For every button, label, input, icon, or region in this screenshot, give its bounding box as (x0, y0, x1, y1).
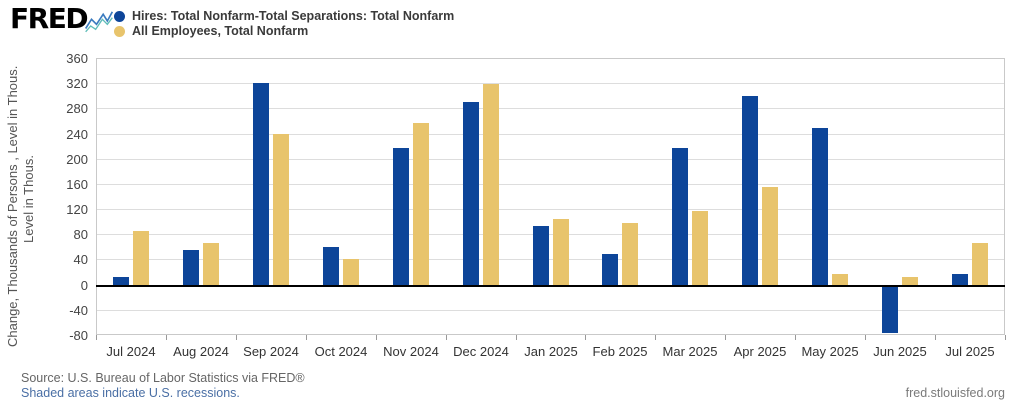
bar-hires-minus-separations[interactable] (882, 285, 898, 333)
x-axis-label: Sep 2024 (243, 344, 299, 359)
y-axis-tick-label: 360 (66, 51, 88, 66)
bar-hires-minus-separations[interactable] (253, 83, 269, 285)
x-axis-tick (236, 335, 237, 340)
y-axis-tick-label: 200 (66, 152, 88, 167)
gridline (97, 134, 1004, 135)
fred-sparkline-icon (84, 11, 114, 33)
bar-all-employees[interactable] (832, 274, 848, 285)
x-axis-tick (795, 335, 796, 340)
gridline (97, 310, 1004, 311)
gridline (97, 83, 1004, 84)
x-axis-tick (935, 335, 936, 340)
legend-item-all-employees[interactable]: All Employees, Total Nonfarm (114, 24, 308, 38)
bar-hires-minus-separations[interactable] (812, 128, 828, 285)
plot-border (96, 58, 1005, 335)
gridline (97, 234, 1004, 235)
bar-all-employees[interactable] (203, 243, 219, 285)
y-axis-tick-label: 280 (66, 101, 88, 116)
x-axis-label: Feb 2025 (592, 344, 648, 359)
bar-all-employees[interactable] (972, 243, 988, 285)
bar-all-employees[interactable] (273, 134, 289, 285)
x-axis-label: Jul 2024 (106, 344, 156, 359)
bar-hires-minus-separations[interactable] (323, 247, 339, 285)
gridline (97, 108, 1004, 109)
fred-logo: FRED (10, 2, 89, 35)
x-axis-label: Jan 2025 (524, 344, 578, 359)
x-axis-label: Mar 2025 (662, 344, 718, 359)
legend-label: All Employees, Total Nonfarm (132, 24, 309, 38)
x-axis-tick (306, 335, 307, 340)
x-axis-label: Aug 2024 (173, 344, 229, 359)
x-axis-tick (446, 335, 447, 340)
bar-all-employees[interactable] (692, 211, 708, 285)
y-axis-tick-label: -40 (69, 303, 88, 318)
bar-all-employees[interactable] (762, 187, 778, 285)
bar-hires-minus-separations[interactable] (183, 250, 199, 285)
x-axis-label: Jun 2025 (873, 344, 927, 359)
source-note: Source: U.S. Bureau of Labor Statistics … (21, 371, 305, 385)
y-axis-tick-label: 120 (66, 202, 88, 217)
y-axis-title-line1: Change, Thousands of Persons , Level in … (5, 65, 20, 347)
bar-all-employees[interactable] (133, 231, 149, 285)
y-axis-tick-label: 0 (80, 278, 88, 293)
legend-label: Hires: Total Nonfarm-Total Separations: … (132, 9, 455, 23)
x-axis-label: Oct 2024 (314, 344, 368, 359)
legend-dot-gold-icon (114, 25, 125, 37)
gridline (97, 209, 1004, 210)
y-axis-tick-label: 240 (66, 127, 88, 142)
bar-all-employees[interactable] (902, 277, 918, 285)
bar-all-employees[interactable] (483, 84, 499, 285)
x-axis-tick (1005, 335, 1006, 340)
x-axis-tick (865, 335, 866, 340)
x-axis-tick (376, 335, 377, 340)
bar-all-employees[interactable] (413, 123, 429, 285)
y-axis-title-line2: Level in Thous. (21, 155, 36, 243)
legend-dot-blue-icon (114, 10, 125, 22)
recession-note-link[interactable]: Shaded areas indicate U.S. recessions. (21, 386, 240, 400)
gridline (97, 259, 1004, 260)
bar-all-employees[interactable] (343, 259, 359, 285)
x-axis-label: Jul 2025 (945, 344, 995, 359)
bar-hires-minus-separations[interactable] (393, 148, 409, 285)
y-axis-tick-label: -80 (69, 328, 88, 343)
bar-hires-minus-separations[interactable] (742, 96, 758, 285)
bar-all-employees[interactable] (553, 219, 569, 285)
y-axis-tick-label: 320 (66, 76, 88, 91)
x-axis-tick (655, 335, 656, 340)
zero-line (96, 285, 1005, 287)
bar-hires-minus-separations[interactable] (672, 148, 688, 285)
y-axis-tick-label: 80 (73, 227, 88, 242)
x-axis-tick (516, 335, 517, 340)
site-url-label: fred.stlouisfed.org (905, 386, 1005, 400)
bar-hires-minus-separations[interactable] (533, 226, 549, 285)
bar-all-employees[interactable] (622, 223, 638, 285)
legend-item-hires-separations[interactable]: Hires: Total Nonfarm-Total Separations: … (114, 9, 454, 23)
x-axis-label: Dec 2024 (453, 344, 509, 359)
x-axis-tick (166, 335, 167, 340)
x-axis-label: Nov 2024 (383, 344, 439, 359)
gridline (97, 184, 1004, 185)
bar-hires-minus-separations[interactable] (463, 102, 479, 285)
x-axis-tick (96, 335, 97, 340)
y-axis-tick-label: 160 (66, 177, 88, 192)
y-axis-tick-label: 40 (73, 252, 88, 267)
bar-hires-minus-separations[interactable] (952, 274, 968, 285)
x-axis-label: May 2025 (801, 344, 859, 359)
bar-hires-minus-separations[interactable] (602, 254, 618, 285)
x-axis-tick (725, 335, 726, 340)
x-axis-label: Apr 2025 (733, 344, 787, 359)
bar-hires-minus-separations[interactable] (113, 277, 129, 285)
x-axis-tick (585, 335, 586, 340)
gridline (97, 159, 1004, 160)
